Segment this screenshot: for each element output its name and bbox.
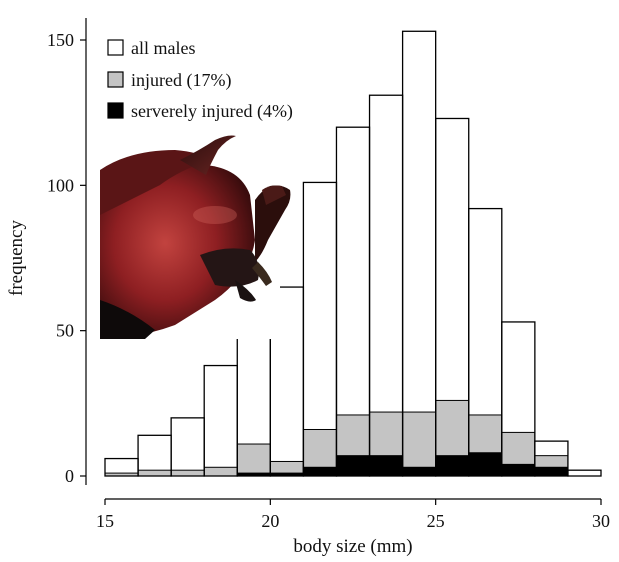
injured-bar: [203, 466, 238, 477]
all-males-bar: [203, 364, 238, 477]
x-tick-label: 15: [96, 511, 114, 531]
all-males-bar: [534, 440, 569, 477]
y-axis-ticks: 0 50 100 150: [47, 30, 86, 486]
serverely-bar: [335, 455, 371, 477]
x-axis-title: body size (mm): [293, 536, 412, 557]
y-tick-label: 100: [47, 175, 74, 195]
injured-bar: [236, 443, 271, 477]
x-tick-label: 20: [261, 511, 279, 531]
y-tick-label: 0: [65, 466, 74, 486]
x-axis-ticks: 15 20 25 30: [96, 499, 610, 531]
legend-swatch-severely-injured: [107, 102, 124, 119]
legend-swatch-injured: [107, 71, 124, 88]
injured-bar: [170, 469, 205, 477]
y-tick-label: 150: [47, 30, 74, 50]
histogram-bars: [104, 399, 569, 477]
legend-swatch-all-males: [107, 39, 124, 56]
serverely-bar: [369, 455, 404, 477]
serverely-bar: [534, 466, 569, 477]
legend-label-injured: injured (17%): [131, 70, 231, 91]
legend: all males injured (17%) serverely injure…: [107, 38, 293, 122]
legend-label-severely-injured: serverely injured (4%): [131, 101, 293, 122]
y-tick-label: 50: [56, 321, 74, 341]
all-males-bar: [501, 321, 536, 477]
serverely-bar: [501, 463, 536, 477]
serverely-bar: [302, 466, 337, 477]
beetle-photo: [100, 135, 291, 339]
all-males-bar: [170, 417, 205, 477]
all-males-bar: [567, 469, 602, 477]
y-axis-title: frequency: [6, 220, 27, 296]
injured-bar: [402, 411, 437, 477]
legend-label-all-males: all males: [131, 38, 195, 58]
all-males-bar: [401, 30, 437, 477]
all-males-outline: [104, 30, 602, 477]
x-tick-label: 25: [427, 511, 445, 531]
serverely-bar: [435, 455, 470, 477]
x-tick-label: 30: [592, 511, 610, 531]
injured-bar: [137, 469, 172, 477]
serverely-bar: [468, 452, 503, 477]
axes: [85, 18, 601, 500]
serverely-bar: [402, 466, 437, 477]
